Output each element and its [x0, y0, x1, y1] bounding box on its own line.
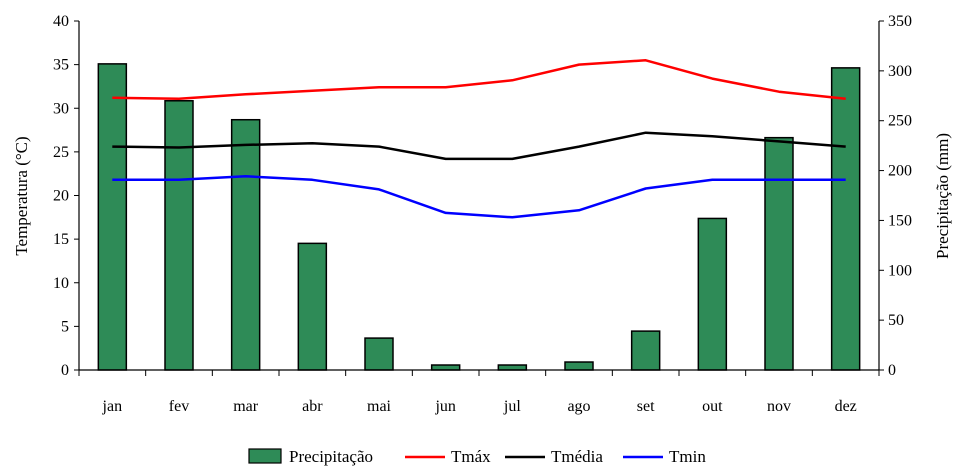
left-tick-label: 30 — [53, 100, 69, 117]
x-tick-label-ago: ago — [567, 398, 590, 415]
right-tick-label: 50 — [888, 312, 904, 329]
precipitation-bar-set — [630, 330, 661, 371]
precipitation-bar-mar — [230, 118, 261, 371]
left-axis-title: Temperatura (°C) — [12, 136, 31, 255]
x-tick-label-jan: jan — [102, 398, 123, 415]
precipitation-bar-jan — [97, 63, 128, 371]
precipitation-bar-jun — [430, 364, 461, 371]
x-tick-label-mar: mar — [233, 398, 259, 415]
right-tick-label: 200 — [888, 163, 912, 180]
x-tick-label-nov: nov — [767, 398, 791, 415]
precipitation-bar-dez — [830, 67, 861, 371]
temperature-lines — [112, 59, 846, 219]
left-tick-label: 20 — [53, 188, 69, 205]
left-tick-label: 15 — [53, 231, 69, 248]
right-tick-label: 0 — [888, 362, 896, 379]
precipitation-bar-abr — [297, 242, 328, 371]
chart-axes — [78, 21, 880, 371]
series-line-tmin — [112, 175, 846, 219]
precipitation-bar-ago — [564, 361, 594, 371]
precipitation-bar-nov — [764, 136, 794, 371]
x-tick-label-out: out — [702, 398, 723, 415]
left-tick-label: 35 — [53, 57, 69, 74]
legend-label-tmin: Tmin — [669, 447, 706, 466]
right-tick-label: 100 — [888, 262, 912, 279]
legend: Precipitação Tmáx Tmédia Tmin — [248, 447, 706, 466]
left-tick-label: 0 — [61, 362, 69, 379]
legend-label-precipitacao: Precipitação — [289, 447, 373, 466]
right-tick-label: 350 — [888, 13, 912, 30]
x-tick-label-abr: abr — [302, 398, 323, 415]
legend-label-tmedia: Tmédia — [551, 447, 603, 466]
precipitation-bar-mai — [364, 337, 394, 371]
x-tick-label-mai: mai — [367, 398, 392, 415]
series-line-tmax — [112, 59, 846, 100]
x-tick-label-set: set — [637, 398, 655, 415]
precipitation-bars — [97, 63, 861, 371]
precipitation-bar-out — [697, 217, 728, 371]
precipitation-bar-fev — [164, 100, 194, 371]
precipitation-bar-jul — [497, 364, 528, 371]
x-tick-label-jul: jul — [503, 398, 521, 415]
legend-swatch-precipitacao — [248, 448, 282, 464]
left-tick-label: 25 — [53, 144, 69, 161]
left-tick-label: 10 — [53, 275, 69, 292]
legend-label-tmax: Tmáx — [451, 447, 491, 466]
x-tick-label-fev: fev — [169, 398, 189, 415]
left-tick-label: 40 — [53, 13, 69, 30]
left-tick-label: 5 — [61, 318, 69, 335]
left-axis-ticks: 0 5 10 15 20 25 30 35 40 — [53, 13, 79, 379]
right-axis-title: Precipitação (mm) — [933, 133, 952, 259]
right-tick-label: 150 — [888, 212, 912, 229]
series-line-tmedia — [112, 131, 846, 161]
x-tick-label-jun: jun — [434, 398, 455, 415]
right-axis-ticks: 0 50 100 150 200 250 300 350 — [879, 13, 912, 379]
x-axis-ticks: jan fev mar abr mai jun jul ago set out nov dez — [78, 370, 880, 415]
x-tick-label-dez: dez — [835, 398, 857, 415]
right-tick-label: 300 — [888, 63, 912, 80]
right-tick-label: 250 — [888, 113, 912, 130]
